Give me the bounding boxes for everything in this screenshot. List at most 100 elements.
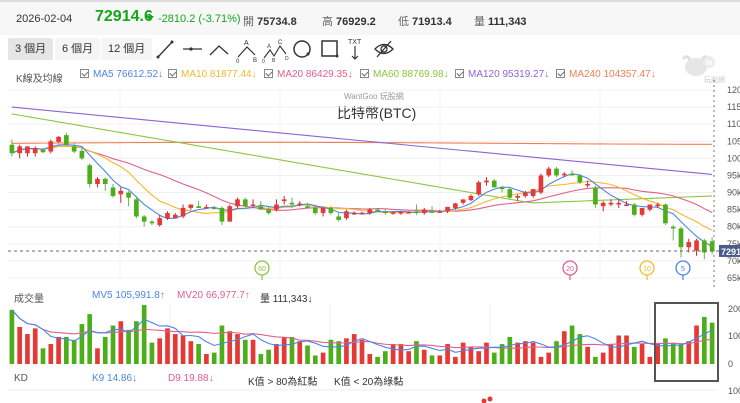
- candle: [172, 214, 178, 219]
- candle: [414, 211, 419, 214]
- candle: [398, 212, 404, 214]
- svg-text:B: B: [272, 58, 276, 63]
- ma240-toggle[interactable]: MA240 104357.47↓: [556, 69, 656, 80]
- low-value: 71913.4: [412, 16, 452, 28]
- grid: [8, 89, 716, 365]
- abcd-pattern-tool-icon[interactable]: A C 0 B D: [261, 37, 289, 65]
- line-tool-icon[interactable]: [153, 37, 177, 61]
- candle: [491, 180, 497, 188]
- svg-text:B: B: [253, 58, 257, 63]
- checkbox-icon[interactable]: [264, 69, 273, 78]
- svg-text:75k: 75k: [727, 239, 740, 249]
- svg-text:5: 5: [681, 266, 685, 273]
- candle: [64, 135, 69, 145]
- candle: [344, 211, 349, 219]
- ma5-label: MA5 76612.52↓: [93, 69, 164, 80]
- candle: [305, 206, 310, 208]
- candle: [421, 209, 427, 214]
- ma120-label: MA120 95319.27↓: [468, 69, 550, 80]
- svg-text:70k: 70k: [727, 256, 740, 266]
- candle: [476, 182, 482, 195]
- volume-value-label: 量 111,343↓: [260, 294, 313, 305]
- svg-text:65k: 65k: [727, 273, 740, 283]
- hide-drawings-icon[interactable]: [372, 37, 396, 61]
- candle: [453, 203, 458, 208]
- candle: [196, 206, 201, 208]
- candle: [359, 212, 365, 215]
- ma5-toggle[interactable]: MA5 76612.52↓: [80, 69, 163, 80]
- ma10-marker[interactable]: 10: [639, 260, 655, 280]
- svg-text:7291: 7291: [721, 247, 740, 257]
- checkbox-icon[interactable]: [360, 69, 369, 78]
- checkbox-icon[interactable]: [455, 69, 464, 78]
- svg-text:D: D: [285, 56, 289, 62]
- quote-date: 2026-02-04: [16, 13, 73, 25]
- candle: [686, 242, 692, 248]
- ma240-label: MA240 104357.47↓: [569, 69, 656, 80]
- high-value: 76929.2: [336, 16, 376, 28]
- candle: [219, 207, 225, 222]
- ma20-label: MA20 86429.35↓: [277, 69, 353, 80]
- candle: [507, 189, 513, 198]
- range-12-months-button[interactable]: 12 個月: [101, 38, 153, 60]
- abc-pattern-tool-icon[interactable]: A 0 B: [234, 37, 258, 65]
- candle: [616, 202, 622, 205]
- angle-tool-icon[interactable]: [207, 37, 231, 61]
- candle: [102, 178, 108, 184]
- text-tool-icon[interactable]: TXT: [345, 37, 369, 61]
- candle: [499, 187, 505, 190]
- candle: [639, 207, 645, 215]
- horizontal-line-tool-icon[interactable]: [180, 37, 204, 61]
- candle: [157, 218, 163, 226]
- ma60-toggle[interactable]: MA60 88769.98↓: [360, 69, 449, 80]
- kd-note-oversold: K值 < 20為綠黏: [334, 377, 404, 388]
- candle: [9, 144, 15, 154]
- candle: [211, 207, 217, 210]
- range-3-months-button[interactable]: 3 個月: [8, 38, 54, 60]
- ma20-line: [11, 145, 713, 213]
- ma60-marker[interactable]: 60: [254, 260, 270, 280]
- candle: [678, 228, 684, 248]
- kd-title: KD: [14, 373, 28, 384]
- svg-text:A: A: [244, 40, 249, 47]
- candle: [655, 204, 660, 207]
- circle-tool-icon[interactable]: [291, 37, 315, 61]
- candle: [266, 209, 271, 214]
- candle: [445, 206, 450, 212]
- ma10-toggle[interactable]: MA10 81877.44↓: [168, 69, 257, 80]
- ma120-toggle[interactable]: MA120 95319.27↓: [455, 69, 549, 80]
- range-6-months-button[interactable]: 6 個月: [55, 38, 101, 60]
- candle: [118, 190, 124, 195]
- ma5-marker[interactable]: 5: [675, 260, 691, 280]
- checkbox-icon[interactable]: [556, 69, 565, 78]
- wantgoo-logo: W 玩股網: [678, 52, 728, 84]
- candle: [437, 211, 443, 213]
- candle: [149, 221, 155, 224]
- candle: [320, 207, 326, 214]
- rectangle-tool-icon[interactable]: [318, 37, 342, 61]
- candle: [95, 178, 100, 184]
- svg-text:90k: 90k: [727, 188, 740, 198]
- mv20-line: [11, 309, 713, 349]
- candle: [312, 207, 318, 214]
- selection-box[interactable]: [654, 302, 719, 382]
- svg-text:200k: 200k: [728, 304, 740, 314]
- checkbox-icon[interactable]: [80, 69, 89, 78]
- checkbox-icon[interactable]: [168, 69, 177, 78]
- last-price: 72914.6: [95, 8, 153, 25]
- candle: [126, 192, 131, 198]
- svg-text:C: C: [278, 40, 283, 46]
- candle: [631, 204, 637, 215]
- kd-markers: [481, 396, 493, 403]
- candle: [250, 204, 256, 207]
- ma20-toggle[interactable]: MA20 86429.35↓: [264, 69, 353, 80]
- candle: [608, 202, 614, 205]
- candle: [600, 202, 606, 207]
- candle: [48, 141, 54, 152]
- svg-text:85k: 85k: [727, 205, 740, 215]
- candle: [180, 207, 186, 217]
- ma20-marker[interactable]: 20: [562, 260, 578, 280]
- svg-text:TXT: TXT: [348, 39, 362, 46]
- candle: [297, 203, 303, 205]
- candle: [670, 226, 676, 229]
